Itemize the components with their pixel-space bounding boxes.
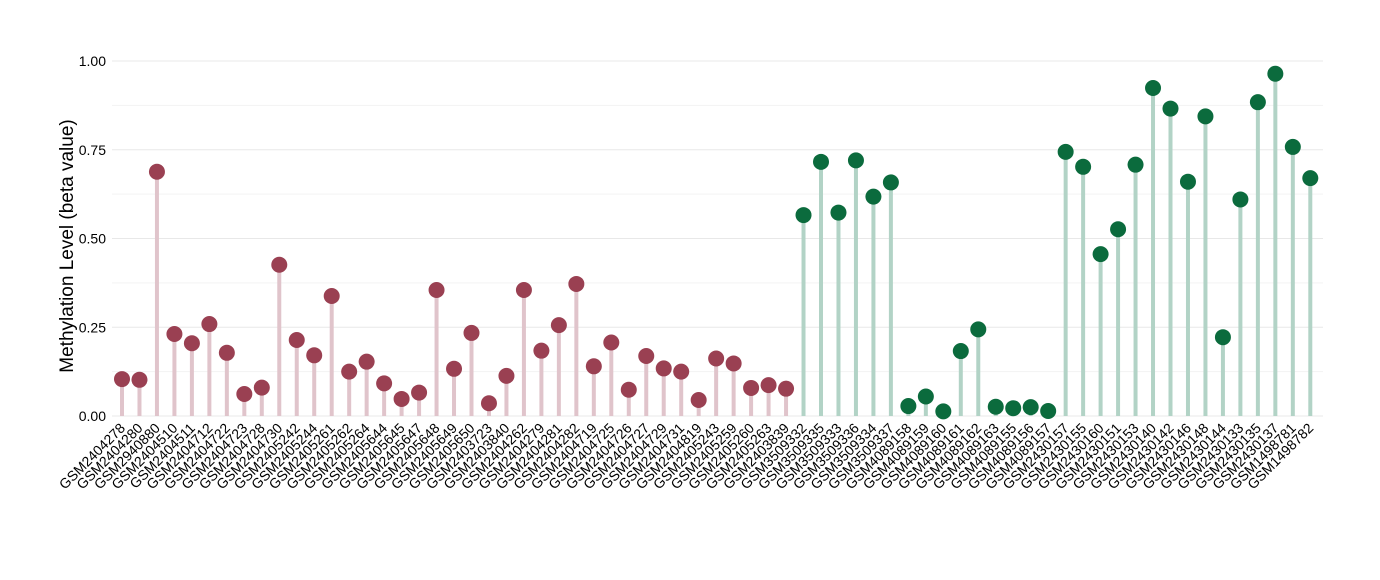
data-point — [376, 375, 393, 392]
data-point — [638, 348, 655, 365]
data-point — [253, 379, 270, 396]
data-point — [166, 325, 183, 342]
y-tick-label: 0.25 — [79, 319, 106, 335]
data-point — [900, 398, 917, 415]
data-point — [428, 281, 445, 298]
data-point — [865, 188, 882, 205]
data-point — [1075, 158, 1092, 175]
data-point — [1179, 173, 1196, 190]
data-point — [114, 371, 130, 388]
data-point — [620, 381, 637, 398]
data-point — [603, 334, 620, 351]
data-point — [1057, 143, 1074, 160]
x-axis-labels: GSM2404278GSM2404280GSM2940880GSM2404510… — [56, 420, 1317, 493]
data-point — [1005, 400, 1022, 417]
data-point — [760, 377, 777, 394]
data-point — [585, 358, 602, 375]
data-point — [323, 288, 340, 305]
data-point — [1127, 156, 1144, 173]
data-point — [970, 321, 987, 338]
y-tick-label: 0.75 — [79, 142, 106, 158]
data-point — [778, 380, 795, 397]
data-point — [218, 344, 235, 361]
data-point — [935, 403, 952, 420]
data-point — [917, 388, 934, 405]
data-point — [463, 324, 480, 341]
data-point — [1267, 65, 1284, 82]
data-point — [1214, 329, 1231, 346]
data-point — [183, 335, 200, 352]
data-point — [655, 360, 672, 377]
data-point — [201, 316, 218, 333]
data-point — [236, 385, 253, 402]
data-point — [1110, 221, 1127, 238]
data-point — [358, 353, 375, 370]
data-point — [1232, 191, 1249, 208]
data-point — [550, 317, 567, 334]
data-point — [131, 371, 148, 388]
data-point — [446, 360, 463, 377]
data-point — [830, 204, 847, 221]
y-axis-ticks: 0.00 0.25 0.50 0.75 1.00 — [79, 53, 106, 424]
data-point — [498, 367, 515, 384]
data-point — [1197, 108, 1214, 125]
data-point — [288, 332, 305, 349]
data-point — [568, 275, 585, 292]
data-point — [306, 347, 323, 364]
data-point — [1249, 94, 1266, 111]
data-point — [148, 163, 165, 180]
data-point — [725, 355, 742, 372]
lollipop-dots — [114, 65, 1319, 420]
data-point — [1162, 100, 1179, 117]
data-point — [952, 343, 969, 360]
data-point — [341, 363, 358, 380]
data-point — [813, 153, 829, 170]
data-point — [1302, 170, 1319, 187]
data-point — [1145, 79, 1162, 96]
data-point — [987, 398, 1004, 415]
y-tick-label: 1.00 — [79, 53, 106, 69]
data-point — [673, 363, 690, 380]
data-point — [708, 350, 725, 367]
data-point — [795, 207, 812, 224]
data-point — [480, 395, 497, 412]
y-axis-title: Methylation Level (beta value) — [57, 119, 78, 372]
data-point — [271, 256, 288, 273]
data-point — [847, 152, 864, 169]
data-point — [411, 384, 428, 401]
data-point — [533, 342, 550, 359]
data-point — [1284, 138, 1301, 155]
data-point — [1040, 403, 1057, 420]
y-tick-label: 0.00 — [79, 408, 106, 424]
data-point — [882, 174, 899, 191]
data-point — [1022, 399, 1039, 416]
y-tick-label: 0.50 — [79, 231, 106, 247]
data-point — [515, 281, 532, 298]
data-point — [743, 379, 760, 396]
data-point — [1092, 246, 1109, 263]
data-point — [690, 392, 707, 409]
data-point — [393, 390, 410, 407]
